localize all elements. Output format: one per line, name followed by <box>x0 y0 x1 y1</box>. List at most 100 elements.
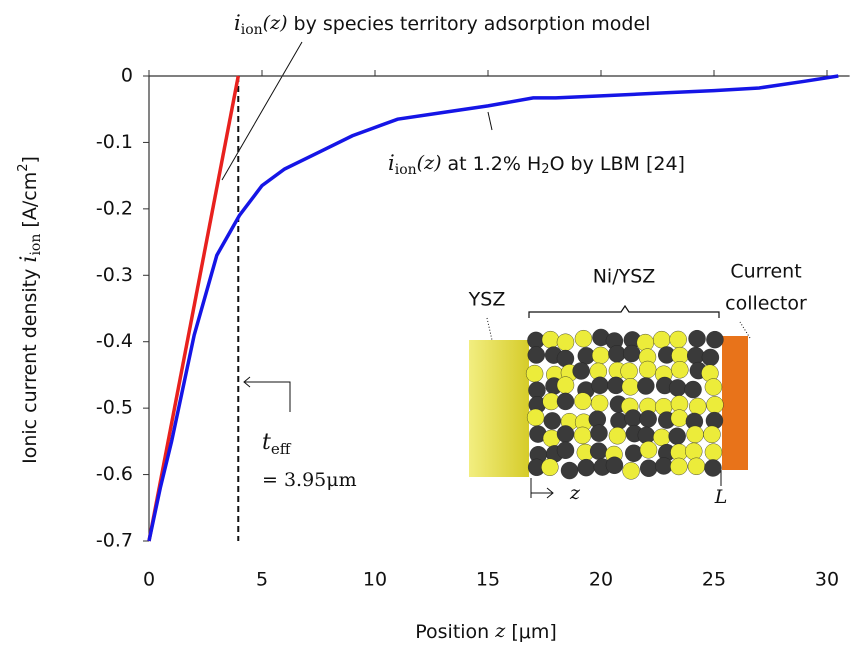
teff-arrow <box>243 376 291 412</box>
particle <box>704 443 723 461</box>
sub: ion <box>395 162 417 178</box>
particle <box>638 360 657 379</box>
pointer <box>739 321 751 339</box>
particle <box>560 461 579 480</box>
particle <box>605 456 624 475</box>
y-tick-label: 0 <box>121 65 133 87</box>
text: O by LBM [24] <box>550 153 685 175</box>
var: i <box>17 256 42 263</box>
particle <box>671 361 689 379</box>
x-tick-label: 20 <box>589 569 613 591</box>
particle <box>623 344 641 363</box>
particle <box>625 444 643 462</box>
y-tick-label: -0.6 <box>96 463 133 485</box>
sub: eff <box>271 440 292 458</box>
text: by species territory adsorption model <box>288 13 651 35</box>
particle <box>589 442 608 460</box>
particle <box>556 441 575 459</box>
particle <box>577 458 595 477</box>
particle <box>637 377 655 395</box>
particle <box>703 425 721 444</box>
var: i <box>234 11 241 35</box>
series-line <box>147 75 240 542</box>
y-tick-label: -0.2 <box>96 197 133 219</box>
particle <box>670 409 689 427</box>
inset-label: L <box>714 486 728 508</box>
bracket <box>528 304 720 318</box>
particle <box>574 392 592 410</box>
particle <box>687 346 705 365</box>
particle <box>639 459 658 477</box>
particle <box>572 362 590 380</box>
particle <box>590 394 609 412</box>
particle <box>669 330 687 349</box>
inset-label: z <box>569 482 581 504</box>
particle <box>556 333 575 351</box>
particle <box>527 346 545 364</box>
particle <box>543 412 562 430</box>
particle <box>639 410 657 428</box>
sup: 2 <box>16 164 31 172</box>
teff-value: = 3.95μm <box>262 469 357 491</box>
particle <box>704 459 722 477</box>
var: z <box>494 620 506 642</box>
particle <box>689 397 707 416</box>
particle <box>556 425 575 443</box>
pointer <box>486 317 493 341</box>
particle <box>637 426 656 445</box>
particle <box>706 396 724 414</box>
sub: ion <box>241 22 263 38</box>
y-tick-label: -0.5 <box>96 397 133 419</box>
x-tick-label: 15 <box>476 569 500 591</box>
particle <box>608 427 627 445</box>
particle <box>655 457 673 475</box>
particle <box>701 348 720 367</box>
inset-label: Ni/YSZ <box>593 266 656 288</box>
particle <box>706 330 724 349</box>
particle <box>624 409 642 427</box>
x-tick-label: 30 <box>815 569 839 591</box>
y-tick-label: -0.4 <box>96 330 133 352</box>
arg: (z) <box>417 152 442 174</box>
x-tick-label: 25 <box>702 569 726 591</box>
particle <box>608 345 626 363</box>
arg: (z) <box>263 12 288 34</box>
sub: ion <box>28 234 44 256</box>
x-tick-label: 0 <box>143 569 155 591</box>
particle <box>653 330 671 349</box>
particle <box>639 441 658 459</box>
sub: 2 <box>541 162 549 177</box>
particle <box>687 457 706 475</box>
particle <box>685 442 703 461</box>
lbm-label: iion(z) at 1.2% H2O by LBM [24] <box>388 151 685 179</box>
teff-label: teff <box>262 430 292 458</box>
particle <box>653 428 671 447</box>
particle <box>622 462 640 480</box>
particle <box>621 378 640 396</box>
inset-label: Current <box>730 261 801 283</box>
x-tick-label: 10 <box>363 569 387 591</box>
series-line <box>147 74 839 542</box>
unit: [A/cm <box>19 172 41 234</box>
particle <box>688 329 706 348</box>
particle <box>670 457 688 476</box>
leader-line <box>221 41 303 181</box>
particle <box>574 330 593 348</box>
ysz-block <box>469 340 529 477</box>
y-tick-label: -0.3 <box>96 264 133 286</box>
z-arrow <box>531 487 554 499</box>
particle <box>556 392 575 411</box>
particle <box>686 425 704 444</box>
particle <box>526 408 545 427</box>
particle <box>668 427 686 445</box>
particle <box>590 424 608 442</box>
particle <box>541 330 560 349</box>
inset-label: YSZ <box>468 289 506 311</box>
particle <box>636 333 655 352</box>
x-tick-label: 5 <box>256 569 268 591</box>
particle <box>668 379 687 397</box>
text: Position <box>415 621 495 643</box>
particle <box>704 378 723 396</box>
particle <box>684 380 702 399</box>
